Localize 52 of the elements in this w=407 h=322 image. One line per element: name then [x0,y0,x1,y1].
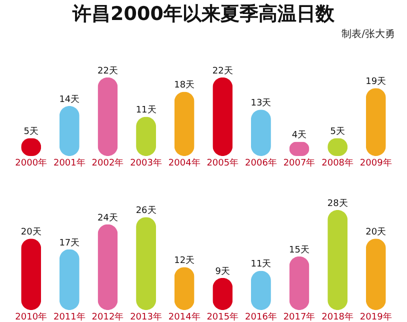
x-tick-label: 2002年 [92,158,124,168]
data-label: 19天 [366,76,386,88]
x-tick-label: 2019年 [360,312,392,322]
x-tick-label: 2008年 [322,158,354,168]
x-tick-label: 2013年 [130,312,162,322]
data-label: 4天 [292,130,307,141]
chart-title: 许昌2000年以来夏季高温日数 [71,2,336,27]
data-label: 9天 [215,266,230,277]
x-tick-label: 2004年 [168,158,200,168]
data-label: 22天 [212,65,233,76]
bar [21,238,42,310]
x-tick-label: 2017年 [283,312,316,322]
x-tick-label: 2009年 [360,158,392,168]
data-label: 11天 [250,258,272,270]
bar [59,249,80,310]
data-label: 17天 [59,237,80,248]
data-label: 20天 [20,226,42,238]
bar [366,238,386,310]
data-label: 22天 [98,65,118,76]
x-tick-label: 2007年 [283,158,316,168]
data-label: 11天 [136,104,156,116]
data-label: 15天 [289,244,310,256]
x-tick-label: 2014年 [168,312,200,322]
x-tick-label: 2011年 [53,312,86,322]
x-tick-label: 2010年 [15,312,48,322]
x-tick-label: 2016年 [245,312,277,322]
x-tick-label: 2006年 [245,158,277,168]
data-label: 28天 [327,198,348,209]
x-tick-label: 2000年 [15,158,48,168]
bar [328,210,348,310]
bar [212,77,233,156]
x-tick-label: 2015年 [206,312,239,322]
x-tick-label: 2003年 [130,158,162,168]
bar [136,217,156,310]
text: 制表/张大勇 [340,28,396,42]
data-label: 14天 [59,94,80,105]
data-label: 5天 [24,126,38,138]
bar [98,224,118,310]
bar [174,92,194,156]
x-tick-label: 2005年 [206,158,239,168]
data-label: 20天 [366,226,386,238]
data-label: 13天 [250,98,272,109]
x-tick-label: 2018年 [322,312,354,322]
data-label: 18天 [174,80,195,91]
x-tick-label: 2012年 [92,312,124,322]
x-tick-label: 2001年 [53,158,86,168]
data-label: 24天 [98,212,118,224]
data-label: 5天 [330,126,345,138]
bar [98,77,118,156]
data-label: 26天 [136,205,156,216]
data-label: 12天 [174,255,195,266]
bar [366,88,386,156]
